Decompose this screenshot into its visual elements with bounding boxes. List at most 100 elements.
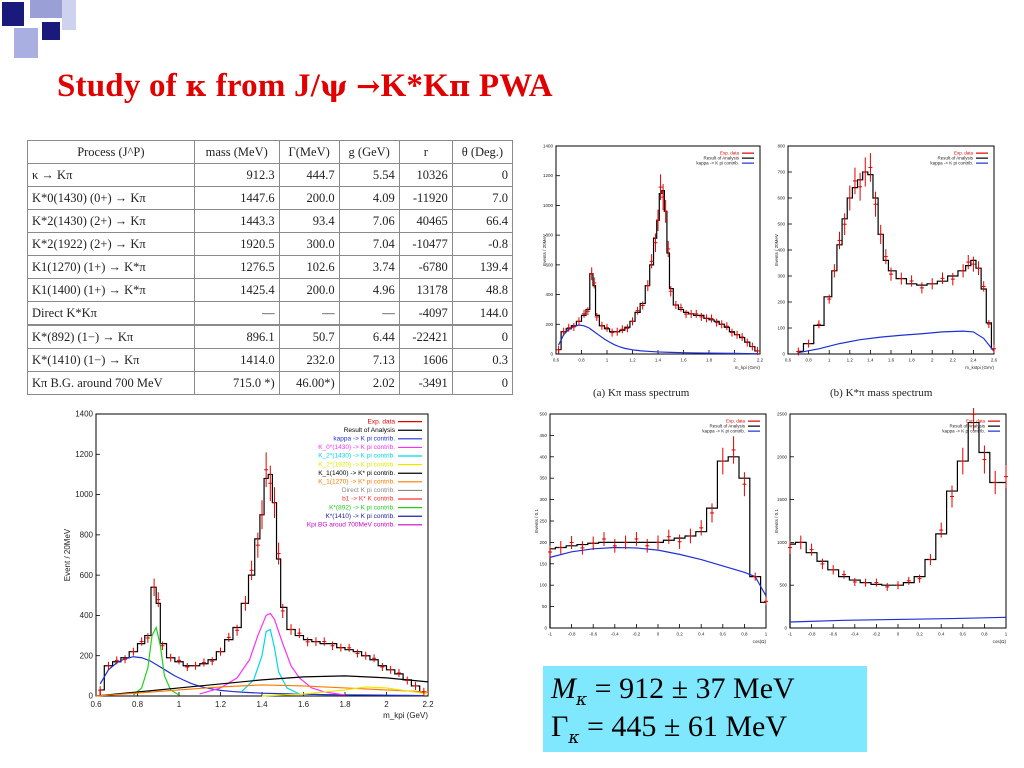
y-tick-label: 100 — [539, 583, 547, 588]
slide-title: Study of κ from J/ψ →K*Kπ PWA — [57, 68, 553, 104]
table-cell: 48.8 — [451, 278, 514, 302]
decor-square — [42, 22, 60, 40]
table-cell: 40465 — [398, 209, 453, 233]
col-header-r: r — [398, 140, 453, 164]
y-tick-label: 0 — [544, 626, 547, 631]
table-cell: 50.7 — [278, 324, 340, 349]
series-line — [261, 686, 429, 697]
legend-label: Kpi BG aroud 700MeV contrib. — [307, 521, 395, 528]
panel-b-svg: 0.6 0.8 1 1.2 1.4 1.6 1.8 2 2.2 2.4 2.6 0 100 200 300 4… — [774, 144, 998, 371]
table-cell: — — [338, 301, 400, 326]
table-cell: 1276.5 — [193, 255, 280, 279]
table-cell: 1447.6 — [193, 186, 280, 210]
x-axis-label: m_kpi (GeV) — [383, 711, 428, 720]
table-cell: 139.4 — [451, 255, 514, 279]
table-cell: -6780 — [398, 255, 453, 279]
x-tick-label: 1.2 — [629, 358, 636, 363]
table-cell: 200.0 — [278, 186, 340, 210]
table-cell: 1443.3 — [193, 209, 280, 233]
x-tick-label: 0.2 — [916, 632, 923, 637]
panel-b-caption: (b) K*π mass spectrum — [830, 387, 933, 399]
y-axis-label: Events / 20MeV — [542, 234, 547, 266]
legend-label: K_2*(1920) -> K pi contrib. — [318, 461, 395, 468]
series-line — [789, 616, 1007, 623]
series-line — [549, 456, 766, 628]
y-tick-label: 1400 — [543, 144, 554, 149]
table-cell: 444.7 — [278, 163, 340, 187]
legend-label: K*(892) -> K pi contrib. — [329, 504, 395, 511]
legend-label: Result of Analysis — [949, 423, 985, 428]
x-tick-label: 1.2 — [215, 700, 227, 709]
table-cell: 715.0 *) — [193, 371, 280, 395]
legend-label: Result of Analysis — [703, 155, 739, 160]
table-header-row: Process (J^P) mass (MeV) Γ(MeV) g (GeV) … — [27, 140, 514, 164]
legend-label: K_0*(1430) -> K pi contrib. — [318, 444, 395, 451]
table-cell: -4097 — [398, 301, 453, 326]
legend-label: kappa -> K pi contrib. — [702, 428, 745, 433]
x-tick-label: 0.4 — [698, 632, 705, 637]
x-tick-label: 1.6 — [680, 358, 687, 363]
series-line — [132, 625, 180, 696]
table-row: Kπ B.G. around 700 MeV 715.0 *) 46.00*) 2.0… — [27, 371, 514, 395]
table-row: Direct K*Kπ — — — -4097 144.0 — [27, 301, 514, 326]
y-tick-label: 100 — [777, 326, 785, 331]
x-axis-label: cos(Ω) — [753, 639, 767, 644]
y-tick-label: 0 — [89, 692, 94, 701]
legend-label: Exp. data — [966, 418, 986, 423]
table-cell: 0 — [451, 371, 514, 395]
table-cell: 0 — [451, 163, 514, 187]
series-line — [199, 612, 346, 696]
x-tick-label: 2.2 — [950, 358, 957, 363]
legend-label: Exp. data — [726, 418, 746, 423]
x-tick-label: 0.8 — [981, 632, 988, 637]
x-tick-label: 0.4 — [938, 632, 945, 637]
table-cell-process: K1(1400) (1+) → K*π — [27, 278, 195, 302]
legend-label: Result of Analysis — [709, 423, 745, 428]
table-row: K*(892) (1−) → Kπ 896.1 50.7 6.44 -22421 0 — [27, 324, 514, 349]
x-tick-label: 1.8 — [908, 358, 915, 363]
y-tick-label: 200 — [80, 651, 94, 660]
x-tick-label: -0.8 — [808, 632, 816, 637]
legend-label: kappa -> K pi contrib. — [942, 428, 985, 433]
table-cell: 5.54 — [338, 163, 400, 187]
y-tick-label: 1500 — [777, 497, 788, 502]
y-tick-label: 400 — [80, 611, 94, 620]
series-line — [558, 324, 758, 355]
x-tick-label: 0.8 — [578, 358, 585, 363]
table-cell: 93.4 — [278, 209, 340, 233]
legend-label: b1 -> K* K contrib. — [342, 496, 395, 503]
x-axis-label: cos(Ω) — [993, 639, 1007, 644]
x-tick-label: 2 — [733, 358, 736, 363]
x-tick-label: 1.2 — [847, 358, 854, 363]
kappa-mass-line: Mκ = 912 ± 37 MeV — [551, 672, 795, 710]
legend-label: Exp. data — [720, 150, 740, 155]
kappa-width-value: = 445 ± 61 MeV — [587, 710, 788, 743]
legend-label: kappa -> K pi contrib. — [930, 160, 973, 165]
table-cell: -3491 — [398, 371, 453, 395]
x-tick-label: 1.4 — [655, 358, 662, 363]
x-tick-label: 1.8 — [339, 700, 351, 709]
y-tick-label: 350 — [539, 476, 547, 481]
y-tick-label: 700 — [777, 170, 785, 175]
y-axis-label: Events / 0.1 — [774, 509, 779, 533]
kpi-contributions-plot: 0.6 0.8 1 1.2 1.4 1.6 1.8 2 2.2 0 200 400 600 800 1000… — [62, 408, 442, 730]
col-header-process: Process (J^P) — [27, 140, 195, 164]
series-line — [789, 421, 1006, 628]
panel-c-plot: -1 -0.8 -0.6 -0.4 -0.2 0 0.2 0.4 0.6 0.8 1 0 50 100 15… — [530, 408, 770, 652]
y-tick-label: 300 — [539, 497, 547, 502]
y-axis-label: Events / 0.1 — [534, 509, 539, 533]
y-tick-label: 400 — [545, 292, 553, 297]
x-tick-label: 1.6 — [298, 700, 310, 709]
col-header-g: g (GeV) — [338, 140, 400, 164]
table-cell: 46.00*) — [278, 371, 340, 395]
table-cell: -22421 — [398, 324, 453, 349]
x-tick-label: 0.6 — [960, 632, 967, 637]
series-line — [797, 171, 994, 354]
y-tick-label: 500 — [777, 222, 785, 227]
y-tick-label: 500 — [779, 583, 787, 588]
table-cell: 3.74 — [338, 255, 400, 279]
fit-parameters-table: Process (J^P) mass (MeV) Γ(MeV) g (GeV) … — [27, 140, 515, 395]
x-tick-label: -1 — [788, 632, 792, 637]
col-header-mass: mass (MeV) — [193, 140, 280, 164]
table-cell: 7.13 — [338, 348, 400, 372]
